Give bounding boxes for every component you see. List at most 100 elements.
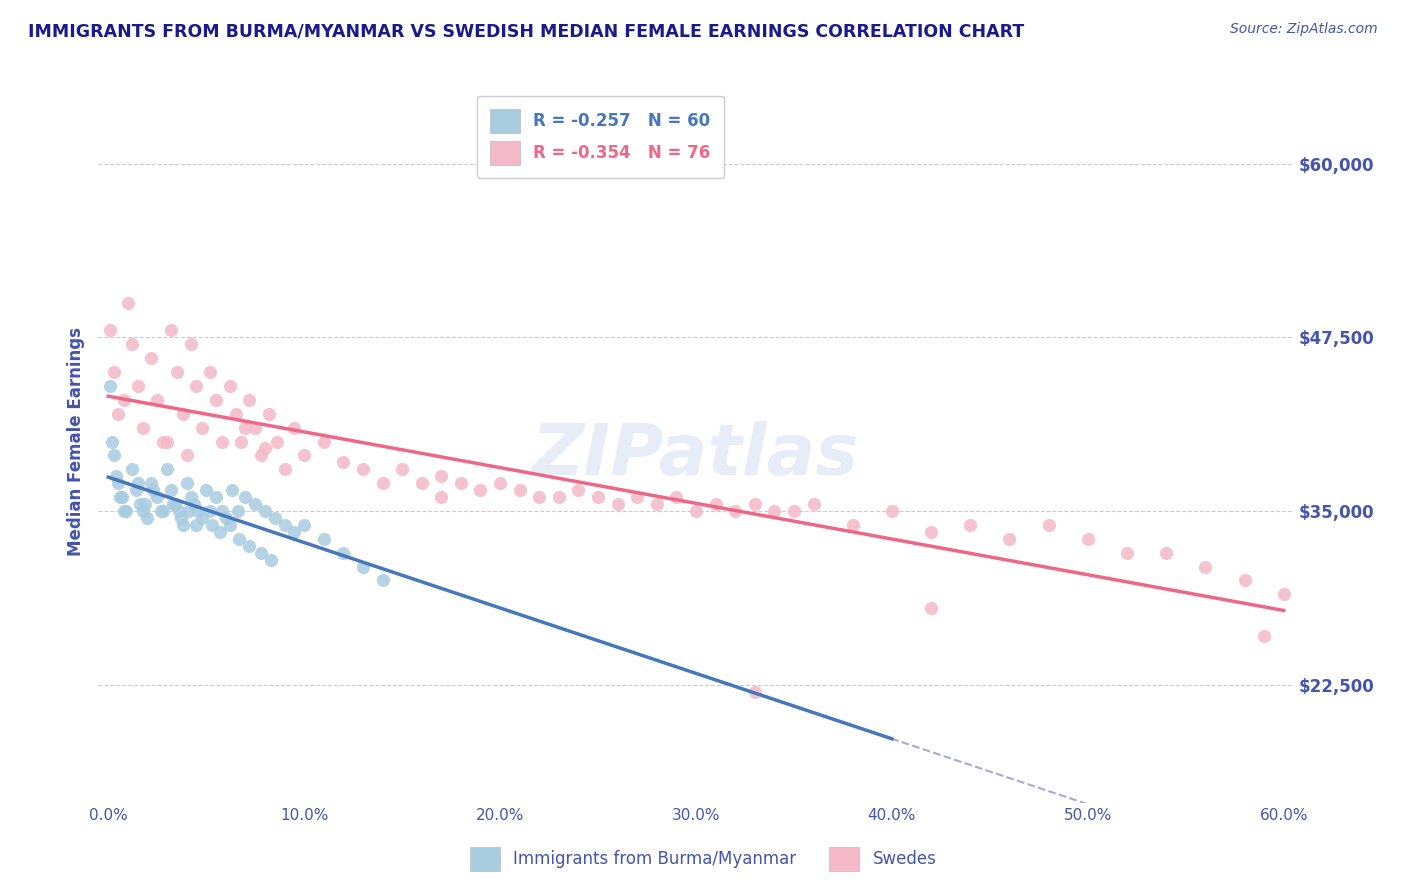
Point [146, 392, 169, 407]
Point [253, 504, 276, 518]
Point [547, 490, 569, 504]
Point [665, 490, 688, 504]
Point [117, 295, 139, 310]
Legend: R = -0.257   N = 60, R = -0.354   N = 76: R = -0.257 N = 60, R = -0.354 N = 76 [477, 95, 724, 178]
Point [763, 504, 786, 518]
Text: IMMIGRANTS FROM BURMA/MYANMAR VS SWEDISH MEDIAN FEMALE EARNINGS CORRELATION CHAR: IMMIGRANTS FROM BURMA/MYANMAR VS SWEDISH… [28, 22, 1025, 40]
Point [172, 517, 194, 532]
Point [257, 407, 280, 421]
Point [191, 420, 214, 434]
Point [198, 365, 221, 379]
Point [1116, 546, 1139, 560]
Point [312, 434, 335, 449]
Point [121, 337, 143, 351]
Point [841, 517, 863, 532]
Point [292, 449, 315, 463]
Point [221, 483, 243, 498]
Point [111, 490, 134, 504]
Legend: Immigrants from Burma/Myanmar, Swedes: Immigrants from Burma/Myanmar, Swedes [461, 839, 945, 880]
Point [121, 462, 143, 476]
Point [128, 497, 150, 511]
Point [127, 476, 149, 491]
Point [160, 483, 183, 498]
Point [112, 504, 135, 518]
Text: Source: ZipAtlas.com: Source: ZipAtlas.com [1230, 22, 1378, 37]
Point [273, 517, 295, 532]
Point [273, 462, 295, 476]
Point [238, 539, 260, 553]
Point [108, 490, 131, 504]
Point [166, 365, 188, 379]
Point [198, 504, 221, 518]
Point [187, 504, 209, 518]
Point [411, 476, 433, 491]
Point [162, 497, 184, 511]
Point [489, 476, 512, 491]
Point [136, 511, 159, 525]
Point [312, 532, 335, 546]
Point [509, 483, 531, 498]
Point [215, 511, 238, 525]
Point [226, 504, 249, 518]
Y-axis label: Median Female Earnings: Median Female Earnings [66, 327, 84, 556]
Point [567, 483, 589, 498]
Point [183, 497, 205, 511]
Point [783, 504, 806, 518]
Point [250, 449, 273, 463]
Point [1038, 517, 1060, 532]
Point [1154, 546, 1177, 560]
Point [744, 684, 766, 698]
Point [238, 392, 260, 407]
Point [112, 392, 135, 407]
Point [283, 524, 305, 539]
Point [205, 392, 228, 407]
Point [152, 504, 174, 518]
Point [880, 504, 903, 518]
Point [744, 497, 766, 511]
Point [626, 490, 648, 504]
Point [263, 511, 285, 525]
Point [352, 462, 374, 476]
Point [98, 379, 121, 393]
Point [191, 511, 214, 525]
Point [176, 476, 198, 491]
Point [141, 351, 163, 366]
Point [292, 517, 315, 532]
Point [371, 574, 394, 588]
Point [724, 504, 747, 518]
Point [243, 420, 266, 434]
Point [132, 504, 155, 518]
Point [253, 442, 276, 456]
Point [211, 504, 233, 518]
Point [260, 552, 283, 566]
Point [225, 407, 247, 421]
Point [920, 524, 942, 539]
Point [103, 365, 125, 379]
Point [1272, 587, 1295, 601]
Point [450, 476, 472, 491]
Text: ZIPatlas: ZIPatlas [533, 422, 859, 491]
Point [205, 490, 228, 504]
Point [685, 504, 707, 518]
Point [430, 490, 453, 504]
Point [211, 434, 233, 449]
Point [98, 323, 121, 337]
Point [1233, 574, 1256, 588]
Point [586, 490, 609, 504]
Point [160, 323, 183, 337]
Point [186, 379, 208, 393]
Point [142, 483, 165, 498]
Point [218, 379, 240, 393]
Point [645, 497, 668, 511]
Point [235, 490, 257, 504]
Point [127, 379, 149, 393]
Point [167, 504, 190, 518]
Point [134, 497, 156, 511]
Point [163, 497, 186, 511]
Point [606, 497, 628, 511]
Point [132, 420, 155, 434]
Point [186, 517, 208, 532]
Point [352, 559, 374, 574]
Point [959, 517, 981, 532]
Point [156, 434, 179, 449]
